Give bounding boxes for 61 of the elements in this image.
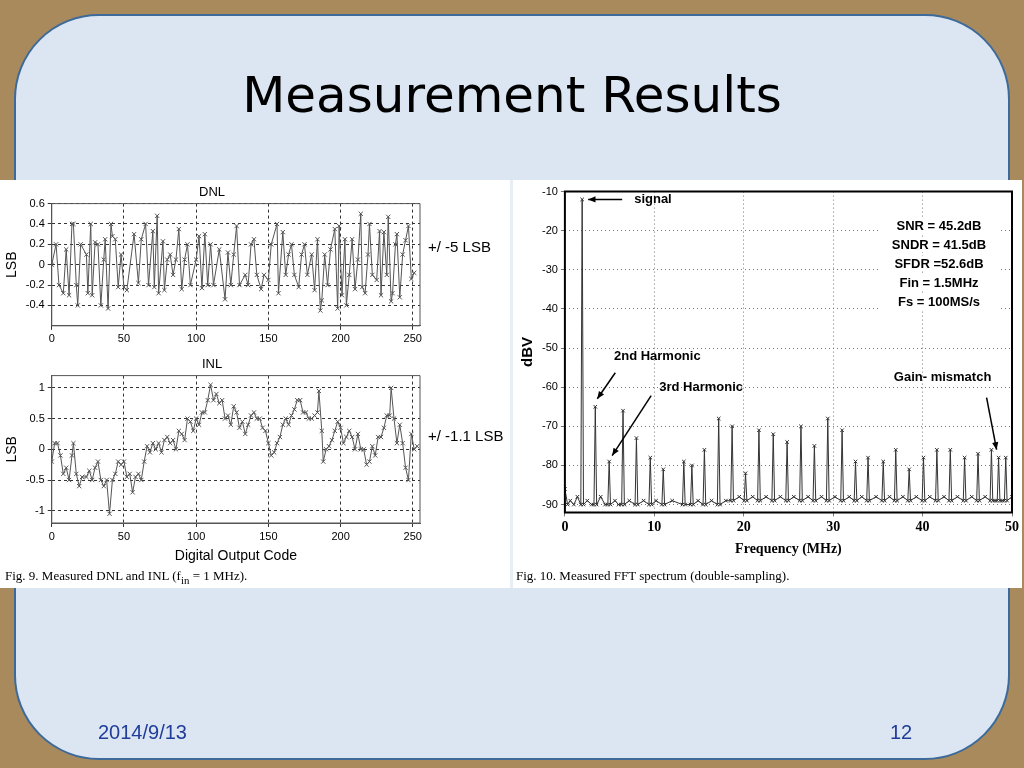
text: Measurement Results [241,66,783,124]
x-tick-label: 100 [186,332,206,345]
x-tick-label: 50 [1005,519,1019,535]
x-tick-label: 50 [117,529,131,542]
y-tick-label: 0.2 [29,237,45,250]
x-tick-label: 0 [48,332,55,345]
x-tick-label: 0 [561,519,569,535]
annotation: Gain- mismatch [893,369,992,385]
y-tick-label: -40 [541,302,558,314]
y-tick-label: 0.5 [29,411,45,424]
y-tick-label: -80 [541,458,558,471]
x-tick-label: 30 [826,519,841,535]
x-axis-title: Frequency (MHz) [735,541,843,558]
y-axis-title: LSB [3,436,20,463]
y-tick-label: 0 [38,442,45,455]
y-tick-label: -30 [541,262,558,275]
annotation: SNDR = 41.5dB [880,237,998,252]
y-tick-label: 0 [38,257,45,270]
caption: Fig. 10. Measured FFT spectrum (double-sampling). [516,568,790,584]
x-tick-label: 40 [915,519,930,535]
y-tick-label: 1 [38,380,45,393]
annotation: Fs = 100MS/s [880,294,998,309]
x-tick-label: 150 [259,529,278,542]
y-tick-label: -10 [541,184,558,197]
annotation: 3rd Harmonic [659,379,744,395]
y-tick-label: -0.5 [25,473,45,486]
text: +/ -1.1 LSB [428,427,504,444]
y-tick-label: -0.4 [25,298,45,311]
y-tick-label: 0.4 [29,217,45,229]
x-tick-label: 200 [331,529,350,542]
x-axis-title: Digital Output Code [174,547,298,564]
y-tick-label: -70 [541,419,558,432]
y-axis-title: LSB [3,251,20,278]
caption: Fig. 9. Measured DNL and INL (f$_{in}$ = 1 MHz). [5,568,248,586]
y-tick-label: -0.2 [25,278,45,291]
x-tick-label: 250 [403,529,422,542]
chart-title: DNL [198,184,226,200]
text: 2014/9/13 [98,721,187,744]
x-tick-label: 250 [403,332,422,345]
x-tick-label: 100 [186,529,206,542]
annotation: 2nd Harmonic [613,348,701,364]
annotation: SFDR =52.6dB [880,256,998,271]
x-tick-label: 50 [117,332,131,345]
x-tick-label: 20 [736,519,751,535]
annotation: signal [634,191,672,206]
y-tick-label: -1 [34,503,45,516]
annotation: Fin = 1.5MHz [880,275,998,290]
x-tick-label: 10 [647,519,662,535]
y-tick-label: -90 [541,497,558,510]
x-tick-label: 200 [331,332,350,345]
text: +/ -5 LSB [428,238,491,255]
y-tick-label: 0.6 [29,196,45,209]
text: 12 [890,721,913,744]
y-tick-label: -50 [541,341,558,354]
x-tick-label: 150 [259,332,278,345]
y-axis-title: dBV [518,337,536,367]
x-tick-label: 0 [48,529,55,542]
chart-title: INL [201,356,223,372]
annotation: SNR = 45.2dB [880,218,998,233]
y-tick-label: -60 [541,380,558,393]
y-tick-label: -20 [541,223,558,236]
